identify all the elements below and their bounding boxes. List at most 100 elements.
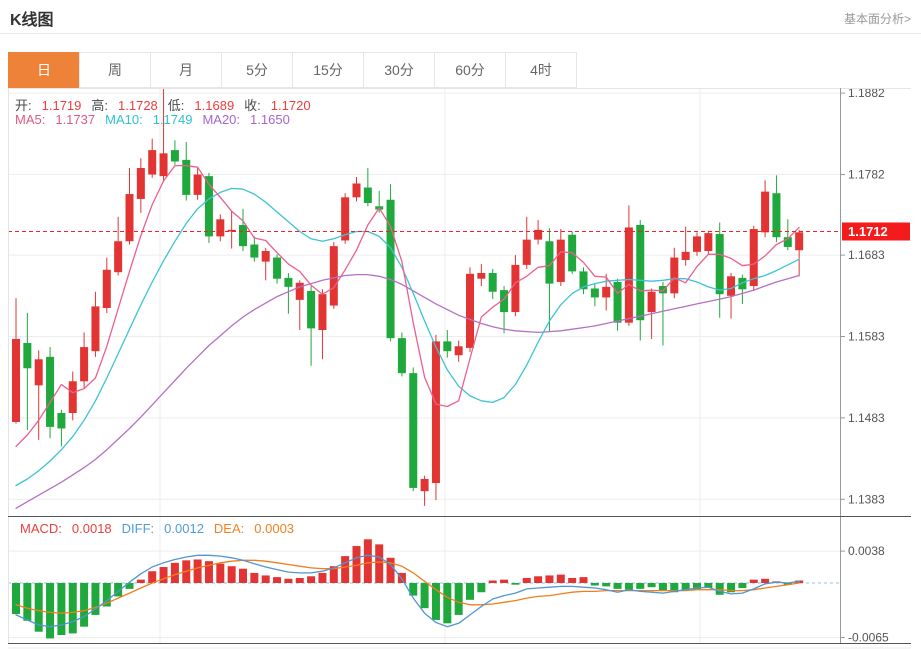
candle-body [727,276,736,296]
macd-bar [670,583,679,593]
tab-5分[interactable]: 5分 [221,52,293,88]
candle-body [34,359,43,386]
macd-bar [23,583,32,621]
candle-body [295,282,304,300]
candle-body [772,193,781,238]
y-tick-label: 1.1683 [848,248,885,262]
macd-bar [329,566,338,583]
candle-body [511,264,520,313]
macd-bar [216,563,225,583]
macd-bar [420,583,429,609]
candle-body [534,229,543,240]
candle-body [57,413,66,429]
candle-body [545,241,554,284]
macd-bar [761,578,770,583]
macd-bar [352,546,361,583]
macd-bar [590,583,599,586]
macd-bar [454,583,463,615]
macd-bar [647,583,656,588]
candle-body [488,273,497,292]
macd-bar [693,583,701,590]
candle-body [636,224,645,321]
candle-body [318,294,327,330]
macd-bar [613,583,622,589]
macd-bar [170,562,179,583]
tab-4时[interactable]: 4时 [505,52,577,88]
macd-bar [80,583,89,627]
candle-body [397,338,406,374]
candle-body [148,150,157,175]
macd-tick-label: -0.0065 [848,631,889,645]
macd-bar [545,575,554,583]
candle-body [761,191,770,233]
macd-bar [204,561,213,583]
candle-body [670,257,679,294]
macd-bar [783,583,792,585]
candle-body [159,153,168,177]
macd-bar [12,583,20,615]
candle-body [466,273,474,348]
candle-body [795,232,804,251]
macd-bar [57,583,66,636]
candle-body [613,281,622,323]
candle-body [647,291,656,313]
y-tick-label: 1.1583 [848,330,885,344]
tab-月[interactable]: 月 [150,52,222,88]
macd-bar [159,567,168,583]
macd-bar [681,583,690,591]
candle-body [204,176,213,237]
candle-body [102,269,111,309]
macd-bar [227,566,236,583]
tab-60分[interactable]: 60分 [434,52,506,88]
candle-body [386,199,395,339]
candle-body [500,290,509,313]
tab-周[interactable]: 周 [79,52,151,88]
candle-body [454,346,463,356]
candle-body [80,347,89,382]
candle-body [250,244,259,258]
tab-日[interactable]: 日 [8,52,80,88]
candle-body [693,236,701,252]
macd-bar [624,583,633,590]
candle-body [193,174,202,195]
macd-bar [727,583,736,593]
macd-bar [239,568,247,583]
candle-body [522,239,531,265]
candle-body [431,341,440,484]
tab-15分[interactable]: 15分 [292,52,364,88]
y-tick-label: 1.1383 [848,492,885,506]
candle-body [420,478,429,492]
candle-body [477,273,486,279]
macd-bar [148,571,157,583]
fundamental-analysis-link[interactable]: 基本面分析> [843,12,911,26]
macd-bar [534,576,543,583]
macd-bar [250,572,259,583]
tab-30分[interactable]: 30分 [363,52,435,88]
candle-body [307,290,316,329]
series-line [15,554,800,628]
candle-body [602,286,611,298]
candle-body [261,251,270,262]
macd-bar [341,556,350,583]
header-divider [0,33,921,34]
candle-body [136,168,145,199]
macd-bar [284,578,293,583]
current-price-badge [842,222,910,241]
macd-bar [68,583,77,634]
macd-bar [102,583,111,607]
y-tick-label: 1.1483 [848,411,885,425]
macd-bar [749,579,758,583]
candle-body [170,150,179,162]
candle-body [239,224,247,247]
candle-body [46,356,55,427]
candle-body [738,277,747,290]
macd-bar [125,583,134,589]
y-tick-label: 1.1882 [848,86,885,100]
macd-bar [193,559,202,583]
candle-body [579,271,588,290]
candle-body [114,241,123,273]
macd-bar [409,583,418,596]
macd-bar [114,583,123,597]
series-line [15,559,800,614]
candle-body [749,229,758,287]
